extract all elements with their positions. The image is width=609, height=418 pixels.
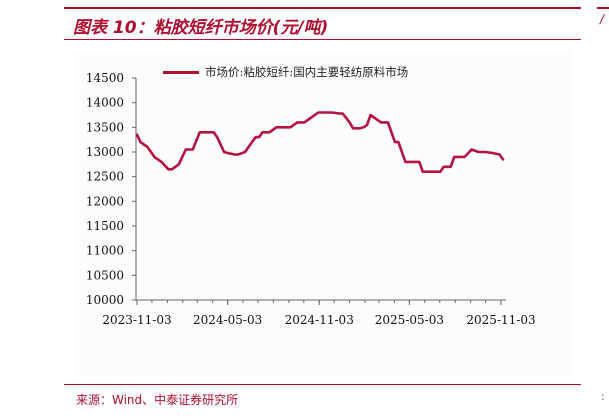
y-tick-label: 10000 xyxy=(86,293,124,307)
y-tick-label: 12000 xyxy=(86,194,124,208)
y-tick-label: 14000 xyxy=(86,96,124,110)
x-axis: 2023-11-03 2024-05-03 2024-11-03 2025-05-03… xyxy=(102,299,536,327)
legend-label: 市场价:粘胶短纤:国内主要轻纺原料市场 xyxy=(205,65,409,79)
adjacent-page-rule xyxy=(597,7,609,9)
y-tick-label: 13500 xyxy=(86,120,124,134)
series-line xyxy=(135,111,505,173)
x-tick-label: 2024-11-03 xyxy=(285,313,354,327)
adjacent-page-fragment-bottom: : xyxy=(601,390,605,403)
source-note: 来源：Wind、中泰证券研究所 xyxy=(76,393,239,407)
x-tick-label: 2024-05-03 xyxy=(193,313,262,327)
x-tick-label: 2023-11-03 xyxy=(102,313,171,327)
title-rule xyxy=(64,39,581,40)
y-tick-label: 13000 xyxy=(86,145,124,159)
footer-rule xyxy=(64,384,581,385)
y-tick-label: 12500 xyxy=(86,170,124,184)
figure-title: 图表 10：粘胶短纤市场价(元/吨) xyxy=(73,18,329,38)
adjacent-page-fragment: / xyxy=(600,12,605,26)
y-tick-label: 10500 xyxy=(86,268,124,282)
chart-panel xyxy=(74,51,571,376)
y-tick-label: 11500 xyxy=(86,219,124,233)
top-rule xyxy=(64,7,581,9)
y-tick-label: 11000 xyxy=(86,244,124,258)
x-tick-label: 2025-05-03 xyxy=(375,313,444,327)
x-tick-label: 2025-11-03 xyxy=(466,313,535,327)
legend: 市场价:粘胶短纤:国内主要轻纺原料市场 xyxy=(163,64,408,80)
y-axis: 10000 10500 11000 11500 12000 12500 13000 13500… xyxy=(86,71,137,307)
y-tick-label: 14500 xyxy=(86,71,124,85)
legend-swatch xyxy=(163,70,199,74)
